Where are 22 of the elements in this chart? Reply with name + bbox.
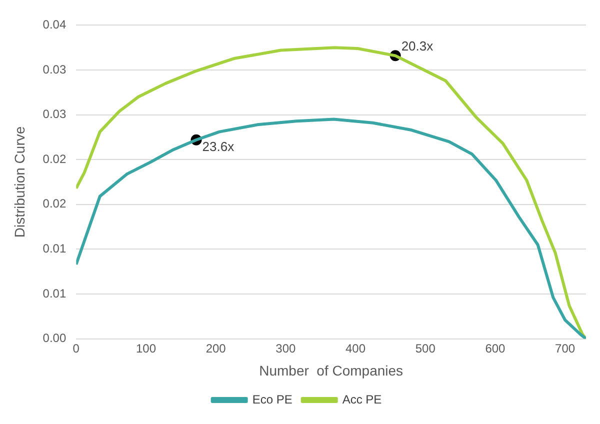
- y-tick-label: 0.04: [42, 18, 66, 32]
- y-tick-label: 0.03: [42, 62, 66, 76]
- y-axis-title: Distribution Curve: [11, 126, 28, 238]
- x-tick-label: 100: [136, 341, 156, 356]
- y-tick-label: 0.02: [42, 196, 66, 211]
- y-tick-label: 0.02: [42, 152, 66, 166]
- x-tick-label: 400: [346, 341, 366, 356]
- x-tick-label: 500: [415, 341, 436, 356]
- x-tick-label: 200: [206, 341, 226, 356]
- y-tick-label: 0.01: [42, 286, 66, 300]
- x-axis-title: Number of Companies: [259, 362, 404, 378]
- x-tick-label: 700: [555, 341, 576, 356]
- y-tick-label: 0.03: [42, 107, 66, 122]
- annotation: 20.3x: [401, 38, 434, 54]
- x-tick-label: 300: [276, 341, 296, 356]
- legend-label: Acc PE: [342, 392, 382, 406]
- annotation: 23.6x: [202, 138, 235, 154]
- y-tick-label: 0.01: [42, 242, 66, 256]
- legend-label: Eco PE: [252, 392, 292, 406]
- x-tick-label: 600: [485, 341, 506, 356]
- y-tick-label: 0.00: [42, 331, 66, 346]
- x-tick-label: 0: [72, 341, 80, 356]
